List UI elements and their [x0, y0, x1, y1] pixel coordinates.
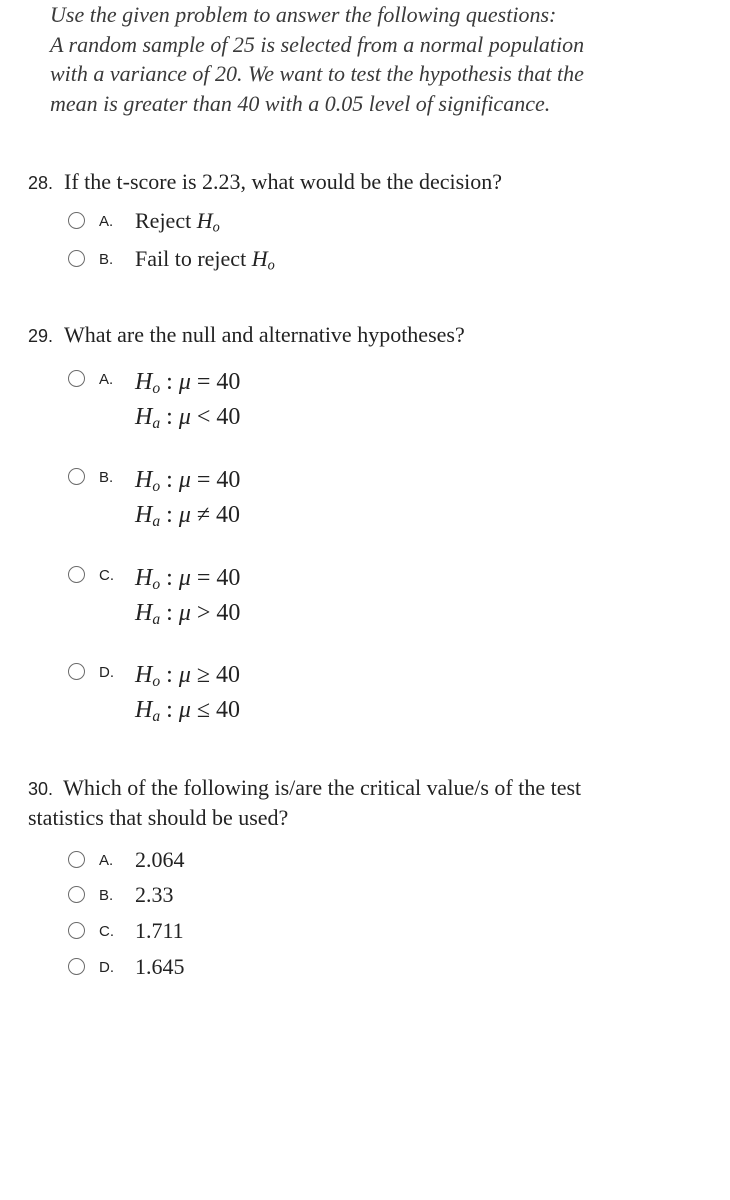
option-letter: D.	[99, 958, 121, 978]
option-letter: D.	[99, 663, 121, 683]
prompt-line-4: mean is greater than 40 with a 0.05 leve…	[50, 91, 550, 116]
option-30-b[interactable]: B. 2.33	[68, 880, 702, 910]
radio-icon[interactable]	[68, 370, 85, 387]
radio-icon[interactable]	[68, 886, 85, 903]
question-text-line-1: Which of the following is/are the critic…	[63, 775, 581, 800]
question-number: 28.	[28, 171, 58, 195]
option-29-a[interactable]: A. Ho : μ = 40 Ha : μ < 40	[68, 364, 702, 436]
option-text: Ho : μ ≥ 40 Ha : μ ≤ 40	[135, 657, 240, 729]
option-30-a[interactable]: A. 2.064	[68, 845, 702, 875]
option-letter: A.	[99, 212, 121, 232]
option-29-b[interactable]: B. Ho : μ = 40 Ha : μ ≠ 40	[68, 462, 702, 534]
prompt-line-3: with a variance of 20. We want to test t…	[50, 61, 584, 86]
option-letter: A.	[99, 851, 121, 871]
option-28-b[interactable]: B. Fail to reject Ho	[68, 244, 702, 276]
radio-icon[interactable]	[68, 212, 85, 229]
problem-prompt: Use the given problem to answer the foll…	[28, 0, 702, 119]
option-letter: C.	[99, 566, 121, 586]
option-text: 2.33	[135, 880, 174, 910]
option-text: Ho : μ = 40 Ha : μ ≠ 40	[135, 462, 240, 534]
option-text: Ho : μ = 40 Ha : μ > 40	[135, 560, 240, 632]
question-text-line-2: statistics that should be used?	[28, 805, 288, 830]
question-text: If the t-score is 2.23, what would be th…	[64, 167, 502, 197]
radio-icon[interactable]	[68, 468, 85, 485]
radio-icon[interactable]	[68, 250, 85, 267]
option-letter: A.	[99, 370, 121, 390]
page: Use the given problem to answer the foll…	[0, 0, 730, 1045]
question-29: 29. What are the null and alternative hy…	[28, 320, 702, 729]
option-text: 1.645	[135, 952, 185, 982]
radio-icon[interactable]	[68, 922, 85, 939]
question-28: 28. If the t-score is 2.23, what would b…	[28, 167, 702, 276]
radio-icon[interactable]	[68, 663, 85, 680]
option-text: 1.711	[135, 916, 184, 946]
radio-icon[interactable]	[68, 958, 85, 975]
question-text: What are the null and alternative hypoth…	[64, 320, 465, 350]
option-text: Fail to reject Ho	[135, 244, 275, 276]
radio-icon[interactable]	[68, 851, 85, 868]
option-29-c[interactable]: C. Ho : μ = 40 Ha : μ > 40	[68, 560, 702, 632]
prompt-line-2: A random sample of 25 is selected from a…	[50, 32, 584, 57]
option-28-a[interactable]: A. Reject Ho	[68, 206, 702, 238]
option-30-d[interactable]: D. 1.645	[68, 952, 702, 982]
question-number: 29.	[28, 324, 58, 348]
option-letter: B.	[99, 468, 121, 488]
option-30-c[interactable]: C. 1.711	[68, 916, 702, 946]
option-text: Ho : μ = 40 Ha : μ < 40	[135, 364, 240, 436]
question-30: 30. Which of the following is/are the cr…	[28, 773, 702, 981]
option-text: 2.064	[135, 845, 185, 875]
option-letter: B.	[99, 250, 121, 270]
option-29-d[interactable]: D. Ho : μ ≥ 40 Ha : μ ≤ 40	[68, 657, 702, 729]
question-number: 30.	[28, 777, 58, 801]
radio-icon[interactable]	[68, 566, 85, 583]
option-letter: B.	[99, 886, 121, 906]
option-letter: C.	[99, 922, 121, 942]
prompt-line-1: Use the given problem to answer the foll…	[50, 2, 556, 27]
option-text: Reject Ho	[135, 206, 220, 238]
